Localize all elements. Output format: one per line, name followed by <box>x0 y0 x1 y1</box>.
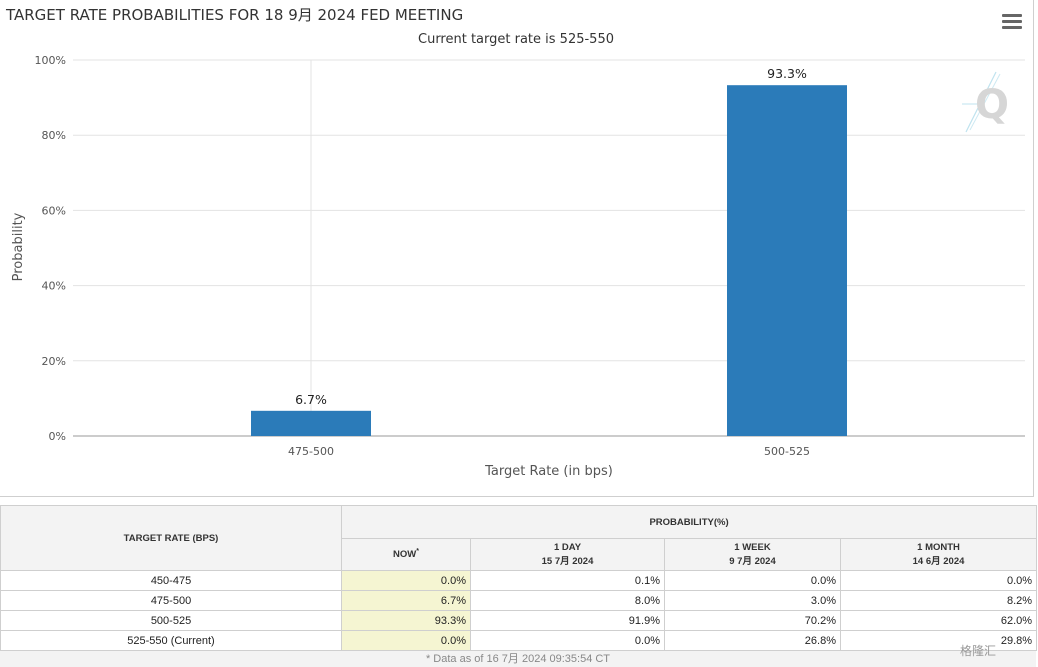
y-tick-label: 40% <box>42 280 66 293</box>
rate-cell: 525-550 (Current) <box>0 630 342 651</box>
probability-table: TARGET RATE (BPS) PROBABILITY(%) NOW* 1 … <box>0 505 1038 651</box>
watermark-logo-letter: Q <box>975 82 1009 128</box>
1-day-cell: 0.1% <box>470 570 665 591</box>
bar-data-label: 93.3% <box>767 66 807 81</box>
1-month-cell: 29.8% <box>839 630 1038 651</box>
chart-panel: TARGET RATE PROBABILITIES FOR 18 9月 2024… <box>0 0 1034 497</box>
table-row: 500-525 93.3% 91.9% 70.2% 62.0% <box>0 610 1038 631</box>
corner-watermark: 格隆汇 <box>960 644 997 658</box>
y-tick-label: 60% <box>42 204 66 217</box>
bar-data-label: 6.7% <box>295 392 327 407</box>
chart-subtitle: Current target rate is 525-550 <box>418 32 614 47</box>
y-axis-title: Probability <box>11 212 26 281</box>
hamburger-menu-icon <box>1002 14 1022 17</box>
1-week-cell: 3.0% <box>664 590 841 611</box>
x-tick-label: 475-500 <box>288 445 334 458</box>
1-day-cell: 8.0% <box>470 590 665 611</box>
now-cell: 0.0% <box>341 570 471 591</box>
grid-lines <box>73 59 1025 437</box>
y-tick-label: 0% <box>49 430 66 443</box>
probability-header: PROBABILITY(%) <box>340 505 1038 539</box>
1-day-cell: 91.9% <box>470 610 665 631</box>
1-month-cell: 62.0% <box>839 610 1038 631</box>
y-tick-label: 20% <box>42 355 66 368</box>
now-column-header: NOW* <box>341 538 471 571</box>
table-row: 525-550 (Current) 0.0% 0.0% 26.8% 29.8% <box>0 630 1038 651</box>
1-month-cell: 8.2% <box>839 590 1038 611</box>
now-cell: 6.7% <box>341 590 471 611</box>
target-rate-header: TARGET RATE (BPS) <box>0 505 342 571</box>
1-week-cell: 26.8% <box>664 630 841 651</box>
rate-cell: 475-500 <box>0 590 342 611</box>
1-day-column-header: 1 DAY 15 7月 2024 <box>470 538 665 571</box>
1-week-column-header: 1 WEEK 9 7月 2024 <box>664 538 841 571</box>
x-axis-title: Target Rate (in bps) <box>484 464 613 479</box>
probability-table-container: TARGET RATE (BPS) PROBABILITY(%) NOW* 1 … <box>0 505 1038 651</box>
y-tick-label: 100% <box>35 54 66 67</box>
y-tick-label: 80% <box>42 129 66 142</box>
bar-475-500[interactable] <box>251 410 371 436</box>
bar-chart: TARGET RATE PROBABILITIES FOR 18 9月 2024… <box>5 6 1025 479</box>
y-axis-ticks: 0% 20% 40% 60% 80% 100% <box>35 54 66 443</box>
1-week-cell: 0.0% <box>664 570 841 591</box>
now-cell: 0.0% <box>341 630 471 651</box>
data-timestamp-footnote: * Data as of 16 7月 2024 09:35:54 CT <box>0 651 1036 667</box>
table-row: 450-475 0.0% 0.1% 0.0% 0.0% <box>0 570 1038 591</box>
bar-500-525[interactable] <box>727 85 847 436</box>
rate-cell: 450-475 <box>0 570 342 591</box>
chart-menu-button[interactable] <box>1002 14 1022 32</box>
x-axis-ticks: 475-500 500-525 <box>288 445 810 458</box>
1-week-cell: 70.2% <box>664 610 841 631</box>
q-logo-watermark: Q <box>962 71 1009 133</box>
1-month-cell: 0.0% <box>839 570 1038 591</box>
bars: 6.7% 93.3% <box>251 66 847 436</box>
x-tick-label: 500-525 <box>764 445 810 458</box>
rate-cell: 500-525 <box>0 610 342 631</box>
1-day-cell: 0.0% <box>470 630 665 651</box>
chart-title: TARGET RATE PROBABILITIES FOR 18 9月 2024… <box>5 6 463 24</box>
now-cell: 93.3% <box>341 610 471 631</box>
1-month-column-header: 1 MONTH 14 6月 2024 <box>839 538 1038 571</box>
table-row: 475-500 6.7% 8.0% 3.0% 8.2% <box>0 590 1038 611</box>
